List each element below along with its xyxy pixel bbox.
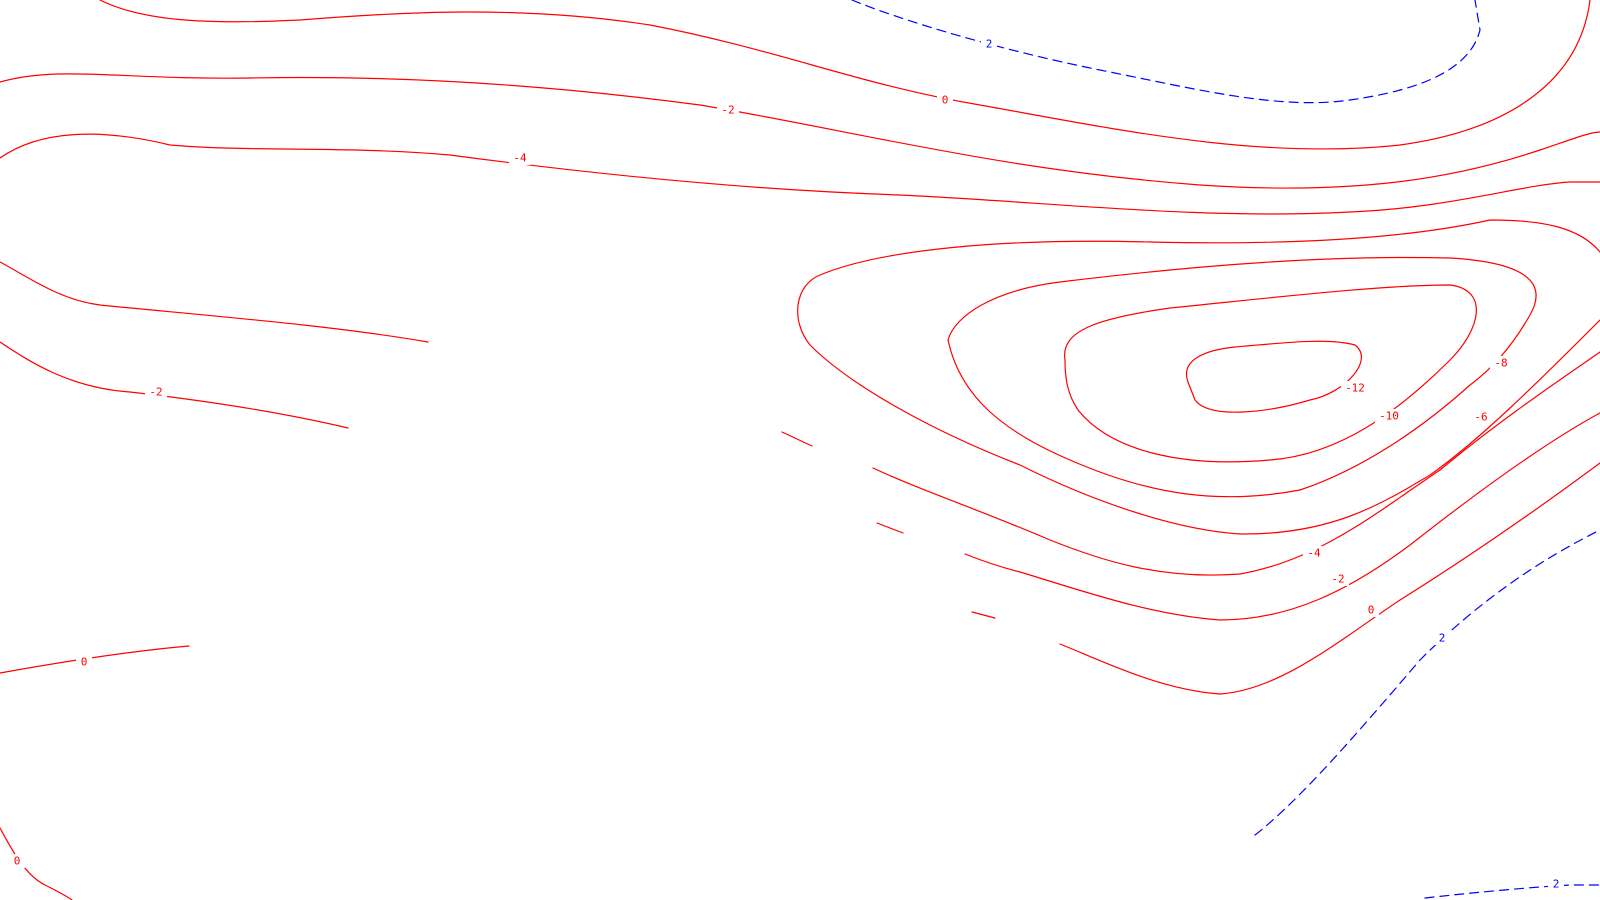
contour-line-pos2-right [1254,529,1600,836]
contour-label-neg8: -8 [1494,357,1507,370]
contour-line-zero-corner [0,827,73,900]
contour-label-neg2-top: -2 [721,104,734,117]
contour-label-pos2-right: 2 [1439,632,1446,645]
contour-label-neg12: -12 [1345,382,1365,395]
contour-line-zero-left [0,645,190,674]
contour-label-zero-left: 0 [81,656,88,669]
contour-label-neg4-top: -4 [513,152,527,165]
contour-line-neg2-dash [876,522,904,534]
contour-line-zero-dash [971,611,996,619]
contour-labels: 2 0 -2 -4 -2 0 0 -12 -10 -8 -6 -4 -2 0 2… [9,37,1564,891]
contour-line-neg12 [1185,340,1362,413]
contour-label-neg6: -6 [1474,411,1487,424]
contour-line-neg2-left-a [0,261,429,343]
contour-label-neg10: -10 [1379,410,1399,423]
contour-label-neg2-left: -2 [149,386,162,399]
contour-line-neg4-top [0,133,1600,215]
contour-line-pos2-top [851,0,1481,104]
contour-line-neg4-dash [781,431,813,447]
contour-line-neg8 [947,256,1537,498]
contour-line-neg2-left-b [0,341,349,429]
contour-label-pos2-top: 2 [986,38,993,51]
contour-label-pos2-bottom: 2 [1553,878,1560,891]
contour-line-neg4-right [872,351,1600,576]
contour-line-pos2-bottom [1424,884,1600,899]
contour-line-neg6-right [797,219,1600,535]
contour-label-neg4-right: -4 [1307,547,1321,560]
contour-label-neg2-right: -2 [1331,573,1344,586]
contour-line-neg2-top [0,73,1600,189]
contour-line-neg10 [1064,284,1477,463]
contour-line-zero-top [99,0,1591,150]
contour-line-zero-right [1059,462,1600,695]
contour-line-neg2-right [964,412,1600,621]
contour-label-zero-top: 0 [942,94,949,107]
contour-label-zero-right: 0 [1368,604,1375,617]
contour-label-zero-corner: 0 [14,855,21,868]
